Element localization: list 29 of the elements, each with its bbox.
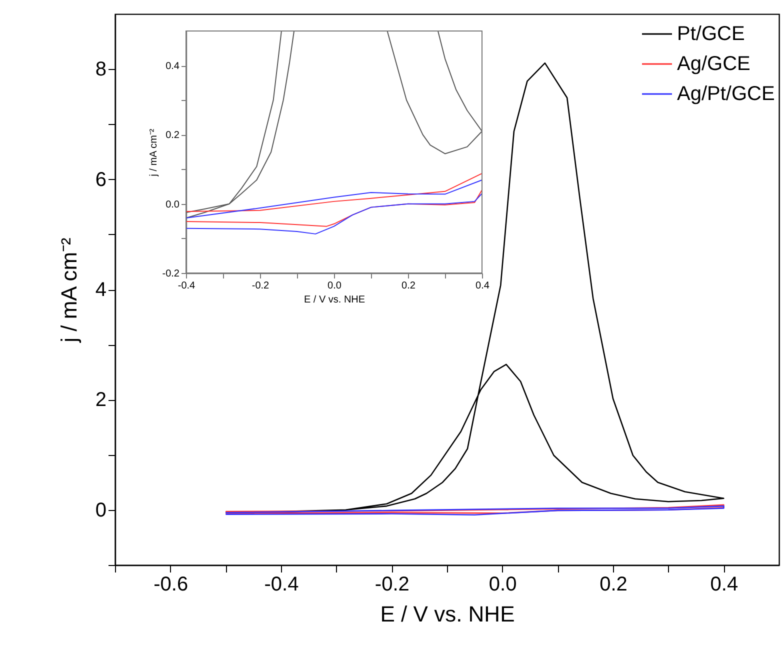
x-tick-label: -0.2 [252,280,270,292]
x-axis-title: E / V vs. NHE [304,294,366,306]
y-tick-label: 0.0 [166,199,180,210]
legend-label: Ag/GCE [677,53,750,75]
x-axis-title: E / V vs. NHE [380,602,515,626]
y-tick-label: 0.4 [166,61,180,72]
y-tick-label: 0 [95,499,106,522]
y-tick-label: 4 [95,279,106,301]
x-tick-label: -0.6 [154,574,188,596]
x-tick-label: -0.4 [264,574,299,596]
y-tick-label: 6 [95,168,106,191]
y-tick-label: -0.2 [162,268,180,280]
legend-label: Ag/Pt/GCE [677,83,775,105]
x-tick-label: 0.2 [600,574,628,596]
x-tick-label: 0.4 [710,574,738,596]
y-tick-label: 2 [95,389,106,412]
x-tick-label: 0.2 [402,280,416,292]
y-tick-label: 8 [95,58,106,81]
y-tick-label: 0.2 [166,130,180,142]
x-tick-label: 0.0 [328,280,342,292]
x-tick-label: 0.0 [488,574,517,596]
y-axis-title: j / mA cm⁻² [148,128,160,178]
x-tick-label: 0.4 [476,280,490,292]
x-tick-label: -0.4 [178,280,196,292]
line-series [186,180,482,234]
legend-label: Pt/GCE [677,23,745,45]
line-series [386,30,482,154]
y-axis-title: j / mA cm⁻² [56,238,82,344]
x-tick-label: -0.2 [374,574,410,596]
